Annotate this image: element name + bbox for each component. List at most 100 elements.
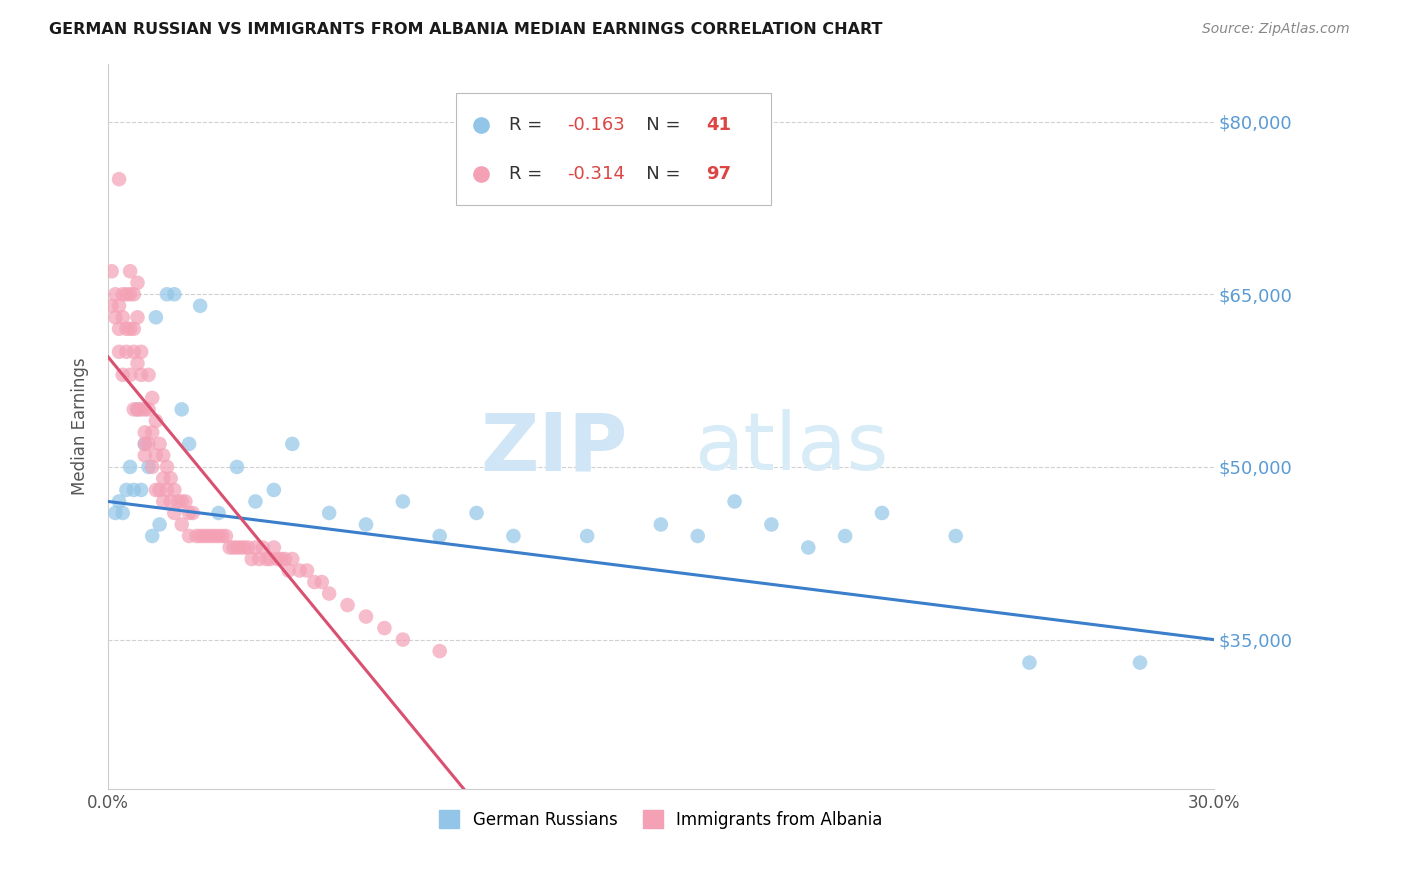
Point bbox=[177, 437, 200, 451]
Point bbox=[111, 368, 134, 382]
Point bbox=[252, 541, 274, 555]
Point bbox=[145, 414, 167, 428]
Point bbox=[226, 459, 249, 474]
Point bbox=[115, 483, 138, 497]
Point bbox=[108, 172, 131, 186]
Text: ZIP: ZIP bbox=[481, 409, 627, 487]
Point bbox=[170, 494, 193, 508]
Point bbox=[100, 264, 122, 278]
Point bbox=[122, 322, 145, 336]
Point bbox=[188, 299, 211, 313]
Point bbox=[215, 529, 238, 543]
Point bbox=[211, 529, 233, 543]
Point bbox=[311, 575, 333, 590]
Point bbox=[429, 529, 451, 543]
Point bbox=[141, 459, 163, 474]
Point bbox=[288, 564, 311, 578]
Point bbox=[259, 552, 281, 566]
Point bbox=[797, 541, 820, 555]
Point bbox=[392, 494, 415, 508]
Point bbox=[122, 344, 145, 359]
Point bbox=[177, 529, 200, 543]
Point bbox=[204, 529, 226, 543]
Point bbox=[834, 529, 856, 543]
Point bbox=[193, 529, 215, 543]
Point bbox=[761, 517, 783, 532]
Point bbox=[174, 494, 197, 508]
Point bbox=[167, 494, 190, 508]
Point bbox=[295, 564, 318, 578]
Text: N =: N = bbox=[628, 165, 686, 183]
Point bbox=[181, 506, 204, 520]
Point bbox=[576, 529, 599, 543]
Point bbox=[229, 541, 252, 555]
Point bbox=[149, 483, 172, 497]
Point bbox=[120, 322, 142, 336]
Point bbox=[108, 344, 131, 359]
Point bbox=[134, 425, 156, 440]
Point bbox=[245, 541, 267, 555]
Point bbox=[127, 356, 149, 370]
Point bbox=[256, 552, 278, 566]
Point bbox=[163, 287, 186, 301]
Point bbox=[145, 310, 167, 325]
Text: 97: 97 bbox=[706, 165, 731, 183]
Point bbox=[111, 506, 134, 520]
Point bbox=[115, 287, 138, 301]
Point bbox=[354, 517, 377, 532]
Y-axis label: Median Earnings: Median Earnings bbox=[72, 358, 89, 495]
Point bbox=[502, 529, 524, 543]
Point bbox=[120, 287, 142, 301]
Point bbox=[134, 449, 156, 463]
Point bbox=[247, 552, 270, 566]
Point bbox=[263, 541, 285, 555]
Point bbox=[170, 402, 193, 417]
Legend: German Russians, Immigrants from Albania: German Russians, Immigrants from Albania bbox=[433, 804, 889, 835]
Point bbox=[1018, 656, 1040, 670]
Point bbox=[129, 483, 152, 497]
Point bbox=[134, 437, 156, 451]
Point bbox=[138, 402, 160, 417]
Point bbox=[120, 264, 142, 278]
Point bbox=[723, 494, 745, 508]
Point bbox=[650, 517, 672, 532]
Point bbox=[127, 402, 149, 417]
Point bbox=[127, 402, 149, 417]
Point bbox=[120, 459, 142, 474]
Point bbox=[127, 276, 149, 290]
Point bbox=[281, 552, 304, 566]
Point bbox=[141, 425, 163, 440]
Point bbox=[186, 529, 208, 543]
Point bbox=[207, 506, 229, 520]
Point bbox=[138, 437, 160, 451]
Text: 41: 41 bbox=[706, 116, 731, 134]
Point bbox=[318, 506, 340, 520]
Point bbox=[129, 402, 152, 417]
Point bbox=[149, 437, 172, 451]
Point bbox=[668, 172, 690, 186]
Point bbox=[129, 368, 152, 382]
Point bbox=[233, 541, 256, 555]
Point bbox=[111, 287, 134, 301]
Point bbox=[245, 494, 267, 508]
Point bbox=[122, 402, 145, 417]
Point bbox=[145, 449, 167, 463]
Point bbox=[156, 287, 179, 301]
Text: N =: N = bbox=[628, 116, 686, 134]
Point bbox=[263, 483, 285, 497]
Point bbox=[170, 517, 193, 532]
Point bbox=[127, 310, 149, 325]
Point bbox=[108, 322, 131, 336]
Point bbox=[277, 564, 299, 578]
Point bbox=[163, 483, 186, 497]
Text: atlas: atlas bbox=[695, 409, 889, 487]
Point bbox=[188, 529, 211, 543]
Point bbox=[108, 299, 131, 313]
Point bbox=[141, 391, 163, 405]
Point bbox=[870, 506, 893, 520]
Point bbox=[108, 494, 131, 508]
Point bbox=[152, 449, 174, 463]
Point bbox=[134, 437, 156, 451]
Point bbox=[274, 552, 297, 566]
Point bbox=[200, 529, 222, 543]
